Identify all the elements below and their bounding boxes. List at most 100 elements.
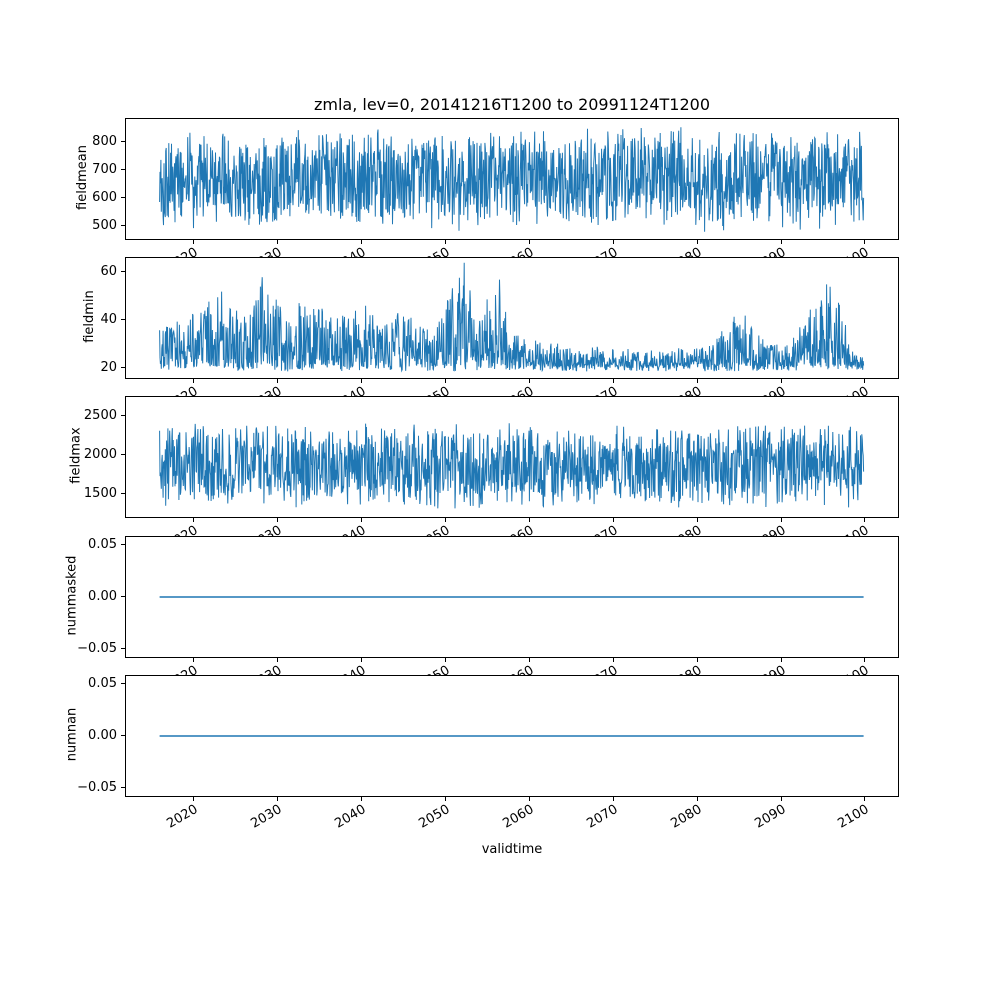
x-tick-mark <box>445 797 446 801</box>
y-tick-label: 0.00 <box>88 728 117 743</box>
y-tick-label: 60 <box>100 264 117 280</box>
x-tick-mark <box>529 379 530 383</box>
x-tick-mark <box>864 658 865 662</box>
subplot-fieldmean: fieldmean 500600700800202020302040205020… <box>0 118 1000 275</box>
y-tick-mark <box>121 415 125 416</box>
y-tick-label: 0.05 <box>88 536 117 552</box>
x-tick-mark <box>613 797 614 801</box>
y-tick-label: 2000 <box>83 447 117 463</box>
x-tick-mark <box>781 240 782 244</box>
subplot-fieldmax: fieldmax 1500200025002020203020402050206… <box>0 396 1000 553</box>
x-tick-mark <box>697 379 698 383</box>
x-tick-label: 2060 <box>500 802 537 832</box>
x-tick-mark <box>361 658 362 662</box>
x-tick-mark <box>529 518 530 522</box>
y-tick-label: 0.00 <box>88 589 117 604</box>
y-tick-label: 700 <box>92 161 117 177</box>
y-tick-mark <box>121 367 125 368</box>
y-tick-mark <box>121 544 125 545</box>
x-tick-label: 2020 <box>164 802 201 832</box>
line-series <box>159 423 865 509</box>
y-tick-label: 1500 <box>83 486 117 502</box>
line-series <box>159 262 865 373</box>
x-tick-mark <box>697 658 698 662</box>
x-tick-mark <box>193 797 194 801</box>
y-tick-label: 40 <box>100 312 117 328</box>
y-tick-label: −0.05 <box>77 780 117 796</box>
x-tick-mark <box>781 518 782 522</box>
plot-area <box>125 118 899 240</box>
y-tick-mark <box>121 596 125 597</box>
x-tick-mark <box>445 240 446 244</box>
subplot-fieldmin: fieldmin 2040602020203020402050206020702… <box>0 257 1000 414</box>
x-tick-label: 2050 <box>416 802 453 832</box>
plot-area <box>125 675 899 797</box>
y-tick-mark <box>121 169 125 170</box>
y-tick-label: 600 <box>92 190 117 206</box>
x-tick-mark <box>613 518 614 522</box>
x-tick-mark <box>361 797 362 801</box>
y-tick-mark <box>121 735 125 736</box>
plot-area <box>125 257 899 379</box>
x-tick-mark <box>193 518 194 522</box>
y-tick-mark <box>121 197 125 198</box>
x-tick-mark <box>277 518 278 522</box>
y-tick-label: 2500 <box>83 407 117 423</box>
x-tick-mark <box>697 240 698 244</box>
y-tick-label: −0.05 <box>77 641 117 657</box>
x-axis-label: validtime <box>481 842 543 857</box>
x-tick-label: 2030 <box>248 802 285 832</box>
y-tick-mark <box>121 454 125 455</box>
x-tick-label: 2080 <box>668 802 705 832</box>
x-tick-mark <box>193 658 194 662</box>
x-tick-mark <box>529 658 530 662</box>
x-tick-mark <box>277 797 278 801</box>
line-series <box>159 596 864 598</box>
y-tick-mark <box>121 493 125 494</box>
x-tick-mark <box>445 379 446 383</box>
y-tick-mark <box>121 319 125 320</box>
y-tick-mark <box>121 787 125 788</box>
x-tick-mark <box>277 658 278 662</box>
x-tick-mark <box>781 797 782 801</box>
x-tick-mark <box>445 518 446 522</box>
x-tick-mark <box>697 518 698 522</box>
y-tick-label: 0.05 <box>88 675 117 691</box>
x-tick-mark <box>445 658 446 662</box>
x-tick-mark <box>361 240 362 244</box>
line-series <box>159 127 865 232</box>
y-tick-mark <box>121 683 125 684</box>
x-tick-mark <box>613 658 614 662</box>
line-series <box>159 735 864 737</box>
x-tick-label: 2100 <box>835 802 872 832</box>
x-tick-mark <box>193 240 194 244</box>
x-tick-mark <box>529 240 530 244</box>
y-tick-label: 500 <box>92 218 117 234</box>
x-tick-mark <box>361 518 362 522</box>
subplot-nummasked: nummasked −0.050.000.0520202030204020502… <box>0 536 1000 693</box>
plot-area <box>125 396 899 518</box>
x-tick-label: 2070 <box>584 802 621 832</box>
x-tick-mark <box>864 240 865 244</box>
y-tick-label: 800 <box>92 133 117 149</box>
x-tick-mark <box>613 240 614 244</box>
x-tick-mark <box>277 240 278 244</box>
y-tick-mark <box>121 141 125 142</box>
x-tick-mark <box>781 379 782 383</box>
y-tick-mark <box>121 225 125 226</box>
x-tick-mark <box>613 379 614 383</box>
subplot-numnan: numnan −0.05 0.00 0.05 2020 2030 2040 2050 2060… <box>0 675 1000 832</box>
x-tick-mark <box>864 379 865 383</box>
x-tick-label: 2040 <box>332 802 369 832</box>
x-tick-mark <box>277 379 278 383</box>
x-tick-label: 2090 <box>752 802 789 832</box>
chart-title: zmla, lev=0, 20141216T1200 to 20991124T1… <box>313 95 710 114</box>
x-tick-mark <box>361 379 362 383</box>
x-tick-mark <box>697 797 698 801</box>
x-tick-mark <box>864 518 865 522</box>
x-tick-mark <box>781 658 782 662</box>
y-tick-label: 20 <box>100 360 117 376</box>
x-tick-mark <box>193 379 194 383</box>
plot-area <box>125 536 899 658</box>
